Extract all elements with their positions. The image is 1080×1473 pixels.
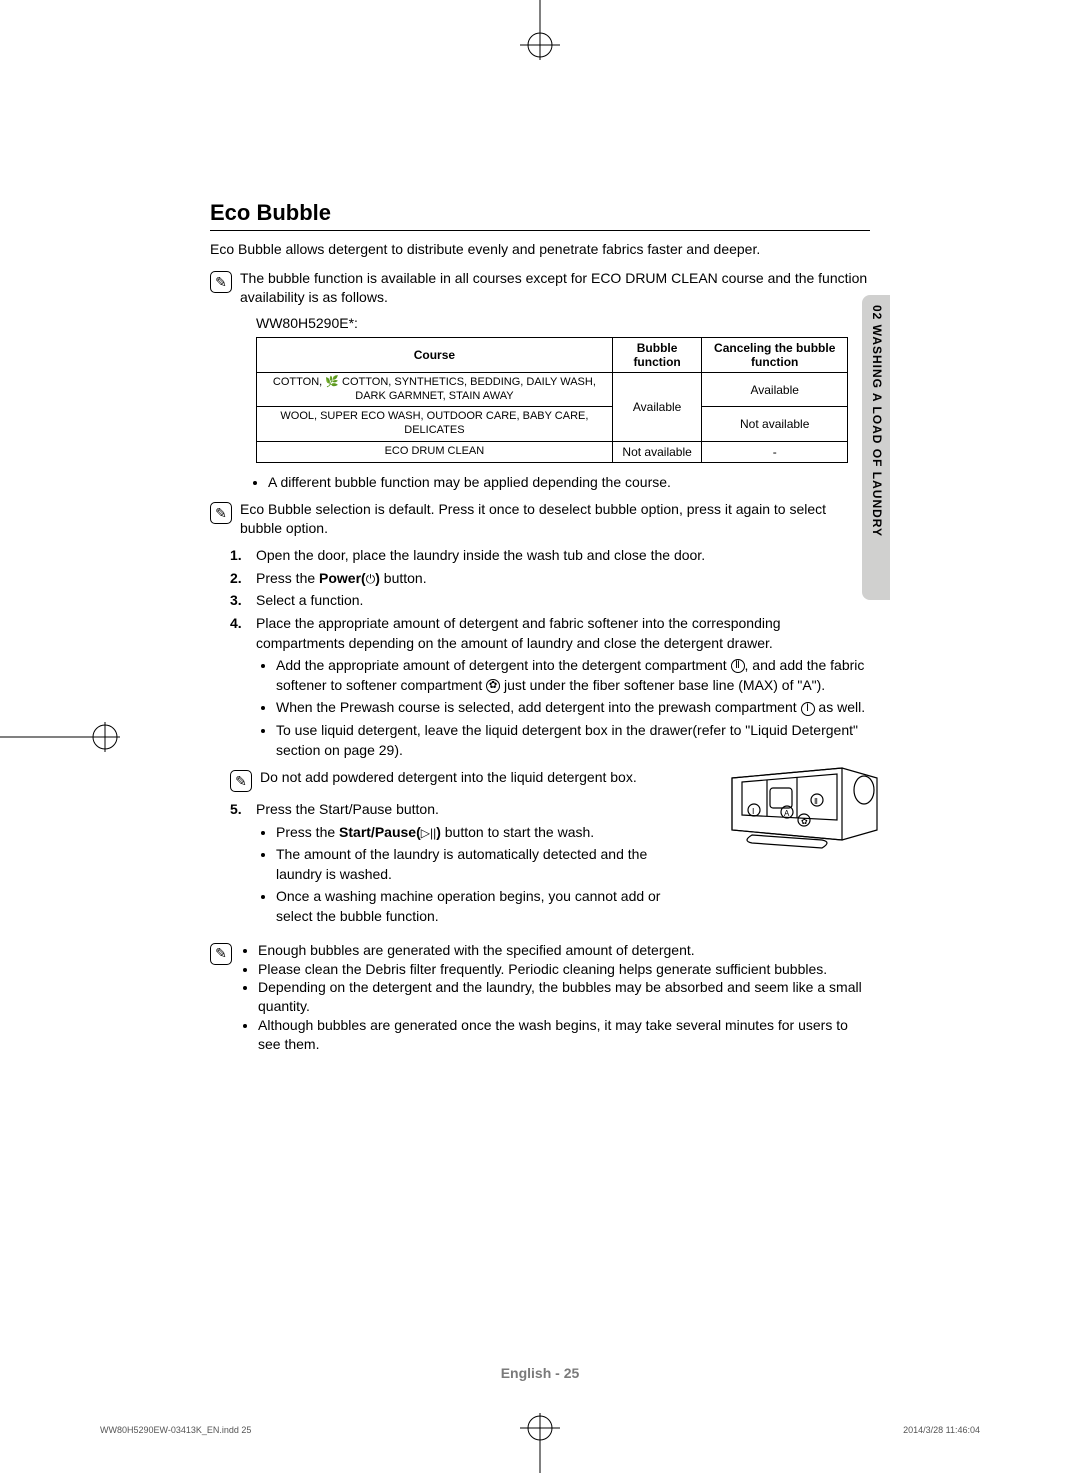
power-icon: ⏻ bbox=[366, 571, 376, 588]
th-bubble: Bubble function bbox=[612, 337, 702, 372]
table-cell: ECO DRUM CLEAN bbox=[257, 441, 613, 462]
detergent-drawer-figure: Ⅱ A ✿ Ⅰ bbox=[722, 760, 882, 870]
note-icon: ✎ bbox=[210, 502, 232, 524]
svg-text:Ⅱ: Ⅱ bbox=[814, 797, 818, 806]
table-cell: Not available bbox=[702, 407, 848, 442]
step-5-sub-1: Press the Start/Pause(▷||) button to sta… bbox=[276, 823, 676, 843]
intro-text: Eco Bubble allows detergent to distribut… bbox=[210, 241, 870, 257]
table-cell: Available bbox=[702, 372, 848, 407]
svg-text:✿: ✿ bbox=[801, 817, 808, 826]
step-5-sub-3: Once a washing machine operation begins,… bbox=[276, 887, 676, 926]
note-text: Eco Bubble selection is default. Press i… bbox=[240, 500, 870, 538]
th-course: Course bbox=[257, 337, 613, 372]
step-4-sub-3: To use liquid detergent, leave the liqui… bbox=[276, 721, 870, 760]
instruction-steps: Open the door, place the laundry inside … bbox=[230, 546, 870, 760]
table-cell: COTTON, 🌿 COTTON, SYNTHETICS, BEDDING, D… bbox=[257, 372, 613, 407]
crop-mark-left bbox=[0, 697, 130, 777]
crop-mark-top bbox=[500, 0, 580, 60]
compartment-i-icon: Ⅰ bbox=[801, 702, 815, 716]
footer-timestamp: 2014/3/28 11:46:04 bbox=[903, 1425, 980, 1435]
table-cell: WOOL, SUPER ECO WASH, OUTDOOR CARE, BABY… bbox=[257, 407, 613, 442]
note-icon: ✎ bbox=[230, 770, 252, 792]
list-item: A different bubble function may be appli… bbox=[268, 473, 870, 493]
model-label: WW80H5290E*: bbox=[256, 315, 870, 331]
page-content: Eco Bubble Eco Bubble allows detergent t… bbox=[210, 200, 870, 1062]
after-table-note: A different bubble function may be appli… bbox=[268, 473, 870, 493]
tip-1: Enough bubbles are generated with the sp… bbox=[258, 941, 870, 960]
bubble-function-table: Course Bubble function Canceling the bub… bbox=[256, 337, 848, 463]
svg-text:Ⅰ: Ⅰ bbox=[752, 807, 754, 816]
compartment-ii-icon: Ⅱ bbox=[731, 659, 745, 673]
step-3: Select a function. bbox=[230, 591, 870, 611]
note-text: The bubble function is available in all … bbox=[240, 269, 870, 307]
step-4: Place the appropriate amount of detergen… bbox=[230, 614, 870, 760]
tip-2: Please clean the Debris filter frequentl… bbox=[258, 960, 870, 979]
table-cell: Not available bbox=[612, 441, 702, 462]
start-pause-icon: ▷|| bbox=[421, 825, 436, 842]
crop-mark-bottom bbox=[500, 1413, 580, 1473]
note-icon: ✎ bbox=[210, 271, 232, 293]
note-default-selection: ✎ Eco Bubble selection is default. Press… bbox=[210, 500, 870, 538]
table-cell: Available bbox=[612, 372, 702, 441]
step-4-sub-1: Add the appropriate amount of detergent … bbox=[276, 656, 870, 695]
step-4-sub-2: When the Prewash course is selected, add… bbox=[276, 698, 870, 718]
table-cell: - bbox=[702, 441, 848, 462]
th-cancel: Canceling the bubble function bbox=[702, 337, 848, 372]
tip-3: Depending on the detergent and the laund… bbox=[258, 978, 870, 1016]
step-2: Press the Power(⏻) button. bbox=[230, 569, 870, 589]
note-bubble-availability: ✎ The bubble function is available in al… bbox=[210, 269, 870, 307]
tip-4: Although bubbles are generated once the … bbox=[258, 1016, 870, 1054]
softener-icon: ✿ bbox=[486, 679, 500, 693]
note-final-tips: ✎ Enough bubbles are generated with the … bbox=[210, 941, 870, 1054]
note-icon: ✎ bbox=[210, 943, 232, 965]
section-tab-label: 02 WASHING A LOAD OF LAUNDRY bbox=[870, 305, 884, 537]
page-footer: English - 25 bbox=[0, 1365, 1080, 1381]
footer-filename: WW80H5290EW-03413K_EN.indd 25 bbox=[100, 1425, 251, 1435]
step-1: Open the door, place the laundry inside … bbox=[230, 546, 870, 566]
page-title: Eco Bubble bbox=[210, 200, 870, 231]
svg-text:A: A bbox=[784, 809, 790, 818]
note-text: Do not add powdered detergent into the l… bbox=[260, 768, 680, 787]
step-5-sub-2: The amount of the laundry is automatical… bbox=[276, 845, 676, 884]
note-text: Enough bubbles are generated with the sp… bbox=[240, 941, 870, 1054]
